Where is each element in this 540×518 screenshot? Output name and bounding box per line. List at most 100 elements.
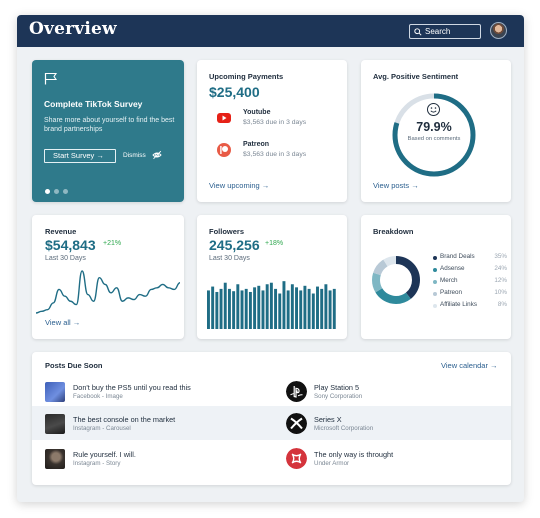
followers-bar <box>307 288 311 329</box>
followers-delta: +18% <box>265 240 284 247</box>
payments-total: $25,400 <box>209 84 260 100</box>
followers-bar <box>324 284 328 329</box>
search-placeholder: Search <box>425 27 451 36</box>
followers-bar <box>253 287 257 329</box>
carousel-dot[interactable] <box>63 189 68 194</box>
under-armour-icon <box>286 448 307 469</box>
followers-bar <box>227 288 231 329</box>
flag-icon <box>44 72 58 85</box>
dashboard-window: Overview Search Complete TikTok Survey S… <box>17 15 524 502</box>
post-meta: Facebook - Image <box>73 393 123 400</box>
list-item[interactable]: Rule yourself. I will. Instagram - Story <box>45 447 265 473</box>
view-all-link[interactable]: View all → <box>45 318 81 327</box>
followers-bar <box>265 284 269 329</box>
search-input[interactable]: Search <box>409 24 481 39</box>
list-item[interactable]: Don't buy the PS5 until you read this Fa… <box>45 380 265 406</box>
followers-bar <box>211 286 215 329</box>
revenue-delta: +21% <box>103 240 122 247</box>
sentiment-card: Avg. Positive Sentiment 79.9% Based on c… <box>361 60 511 202</box>
payment-note: $3,563 due in 3 days <box>243 119 307 126</box>
followers-bar <box>269 282 273 329</box>
survey-card: Complete TikTok Survey Share more about … <box>32 60 184 202</box>
legend-swatch <box>433 268 437 272</box>
followers-bar <box>311 293 315 329</box>
view-posts-link[interactable]: View posts → <box>373 181 419 190</box>
followers-bar <box>244 288 248 329</box>
followers-value: 245,256 <box>209 237 260 253</box>
followers-bar <box>274 288 278 329</box>
followers-bar <box>219 288 223 329</box>
followers-period: Last 30 Days <box>209 255 250 262</box>
xbox-icon <box>286 413 307 434</box>
dismiss-button[interactable]: Dismiss <box>123 152 146 159</box>
post-title: The best console on the market <box>73 415 176 424</box>
brand-name: Series X <box>314 415 342 424</box>
donut-slice <box>372 256 420 304</box>
breakdown-card: Breakdown Brand Deals 35% Adsense 24% Me… <box>361 215 511 339</box>
payment-name: Patreon <box>243 141 270 148</box>
legend-item: Affiliate Links 8% <box>433 301 507 313</box>
playstation-icon <box>286 381 307 402</box>
legend-value: 10% <box>494 289 507 296</box>
payment-item[interactable]: Youtube $3,563 due in 3 days <box>217 109 337 133</box>
legend-value: 24% <box>494 265 507 272</box>
carousel-dot[interactable] <box>45 189 50 194</box>
sentiment-title: Avg. Positive Sentiment <box>373 72 459 81</box>
sentiment-gauge-arc <box>392 93 476 177</box>
list-item[interactable]: Play Station 5 Sony Corporation <box>286 380 506 406</box>
revenue-title: Revenue <box>45 227 77 236</box>
legend-item: Merch 12% <box>433 277 507 289</box>
legend-value: 8% <box>497 301 507 308</box>
revenue-value: $54,843 <box>45 237 96 253</box>
revenue-card: Revenue $54,843 +21% Last 30 Days View a… <box>32 215 184 339</box>
survey-description: Share more about yourself to find the be… <box>44 117 175 133</box>
payment-name: Youtube <box>243 109 271 116</box>
carousel-dot[interactable] <box>54 189 59 194</box>
followers-bar <box>207 290 210 329</box>
followers-card: Followers 245,256 +18% Last 30 Days <box>197 215 347 339</box>
breakdown-title: Breakdown <box>373 227 414 236</box>
followers-bar <box>332 288 336 329</box>
patreon-icon <box>217 143 231 157</box>
brand-company: Microsoft Corporation <box>314 425 374 432</box>
view-upcoming-link[interactable]: View upcoming → <box>209 181 270 190</box>
legend-value: 35% <box>494 253 507 260</box>
view-calendar-link[interactable]: View calendar → <box>441 361 498 370</box>
legend-item: Adsense 24% <box>433 265 507 277</box>
breakdown-donut <box>372 256 420 304</box>
followers-bar <box>303 285 307 329</box>
post-meta: Instagram - Carousel <box>73 425 131 432</box>
legend-value: 12% <box>494 277 507 284</box>
legend-label: Patreon <box>440 289 463 296</box>
followers-chart <box>207 281 336 329</box>
followers-bar <box>240 290 244 329</box>
smile-icon <box>427 103 440 116</box>
followers-bar <box>215 291 219 329</box>
legend-swatch <box>433 256 437 260</box>
search-icon <box>414 28 422 36</box>
eye-off-icon[interactable] <box>152 150 162 160</box>
start-survey-button[interactable]: Start Survey → <box>44 149 116 163</box>
breakdown-legend: Brand Deals 35% Adsense 24% Merch 12% Pa… <box>433 253 507 313</box>
brand-company: Sony Corporation <box>314 393 363 400</box>
revenue-chart <box>35 270 181 314</box>
followers-bar <box>248 291 252 329</box>
payment-item[interactable]: Patreon $3,563 due in 3 days <box>217 141 337 165</box>
followers-bar <box>236 284 240 329</box>
list-item[interactable]: Series X Microsoft Corporation <box>286 412 506 438</box>
followers-bar <box>257 285 261 329</box>
followers-bar <box>223 282 227 329</box>
avatar[interactable] <box>490 22 507 39</box>
page-title: Overview <box>29 19 117 39</box>
revenue-line <box>35 270 181 314</box>
payment-note: $3,563 due in 3 days <box>243 151 307 158</box>
donut-slice <box>372 256 420 304</box>
followers-bar <box>316 286 319 329</box>
list-item[interactable]: The only way is throught Under Armor <box>286 447 506 473</box>
carousel-dots <box>45 181 72 199</box>
followers-bar <box>328 290 332 329</box>
followers-bar <box>295 287 298 329</box>
legend-swatch <box>433 292 437 296</box>
top-bar: Overview Search <box>17 15 524 47</box>
list-item[interactable]: The best console on the market Instagram… <box>45 412 265 438</box>
